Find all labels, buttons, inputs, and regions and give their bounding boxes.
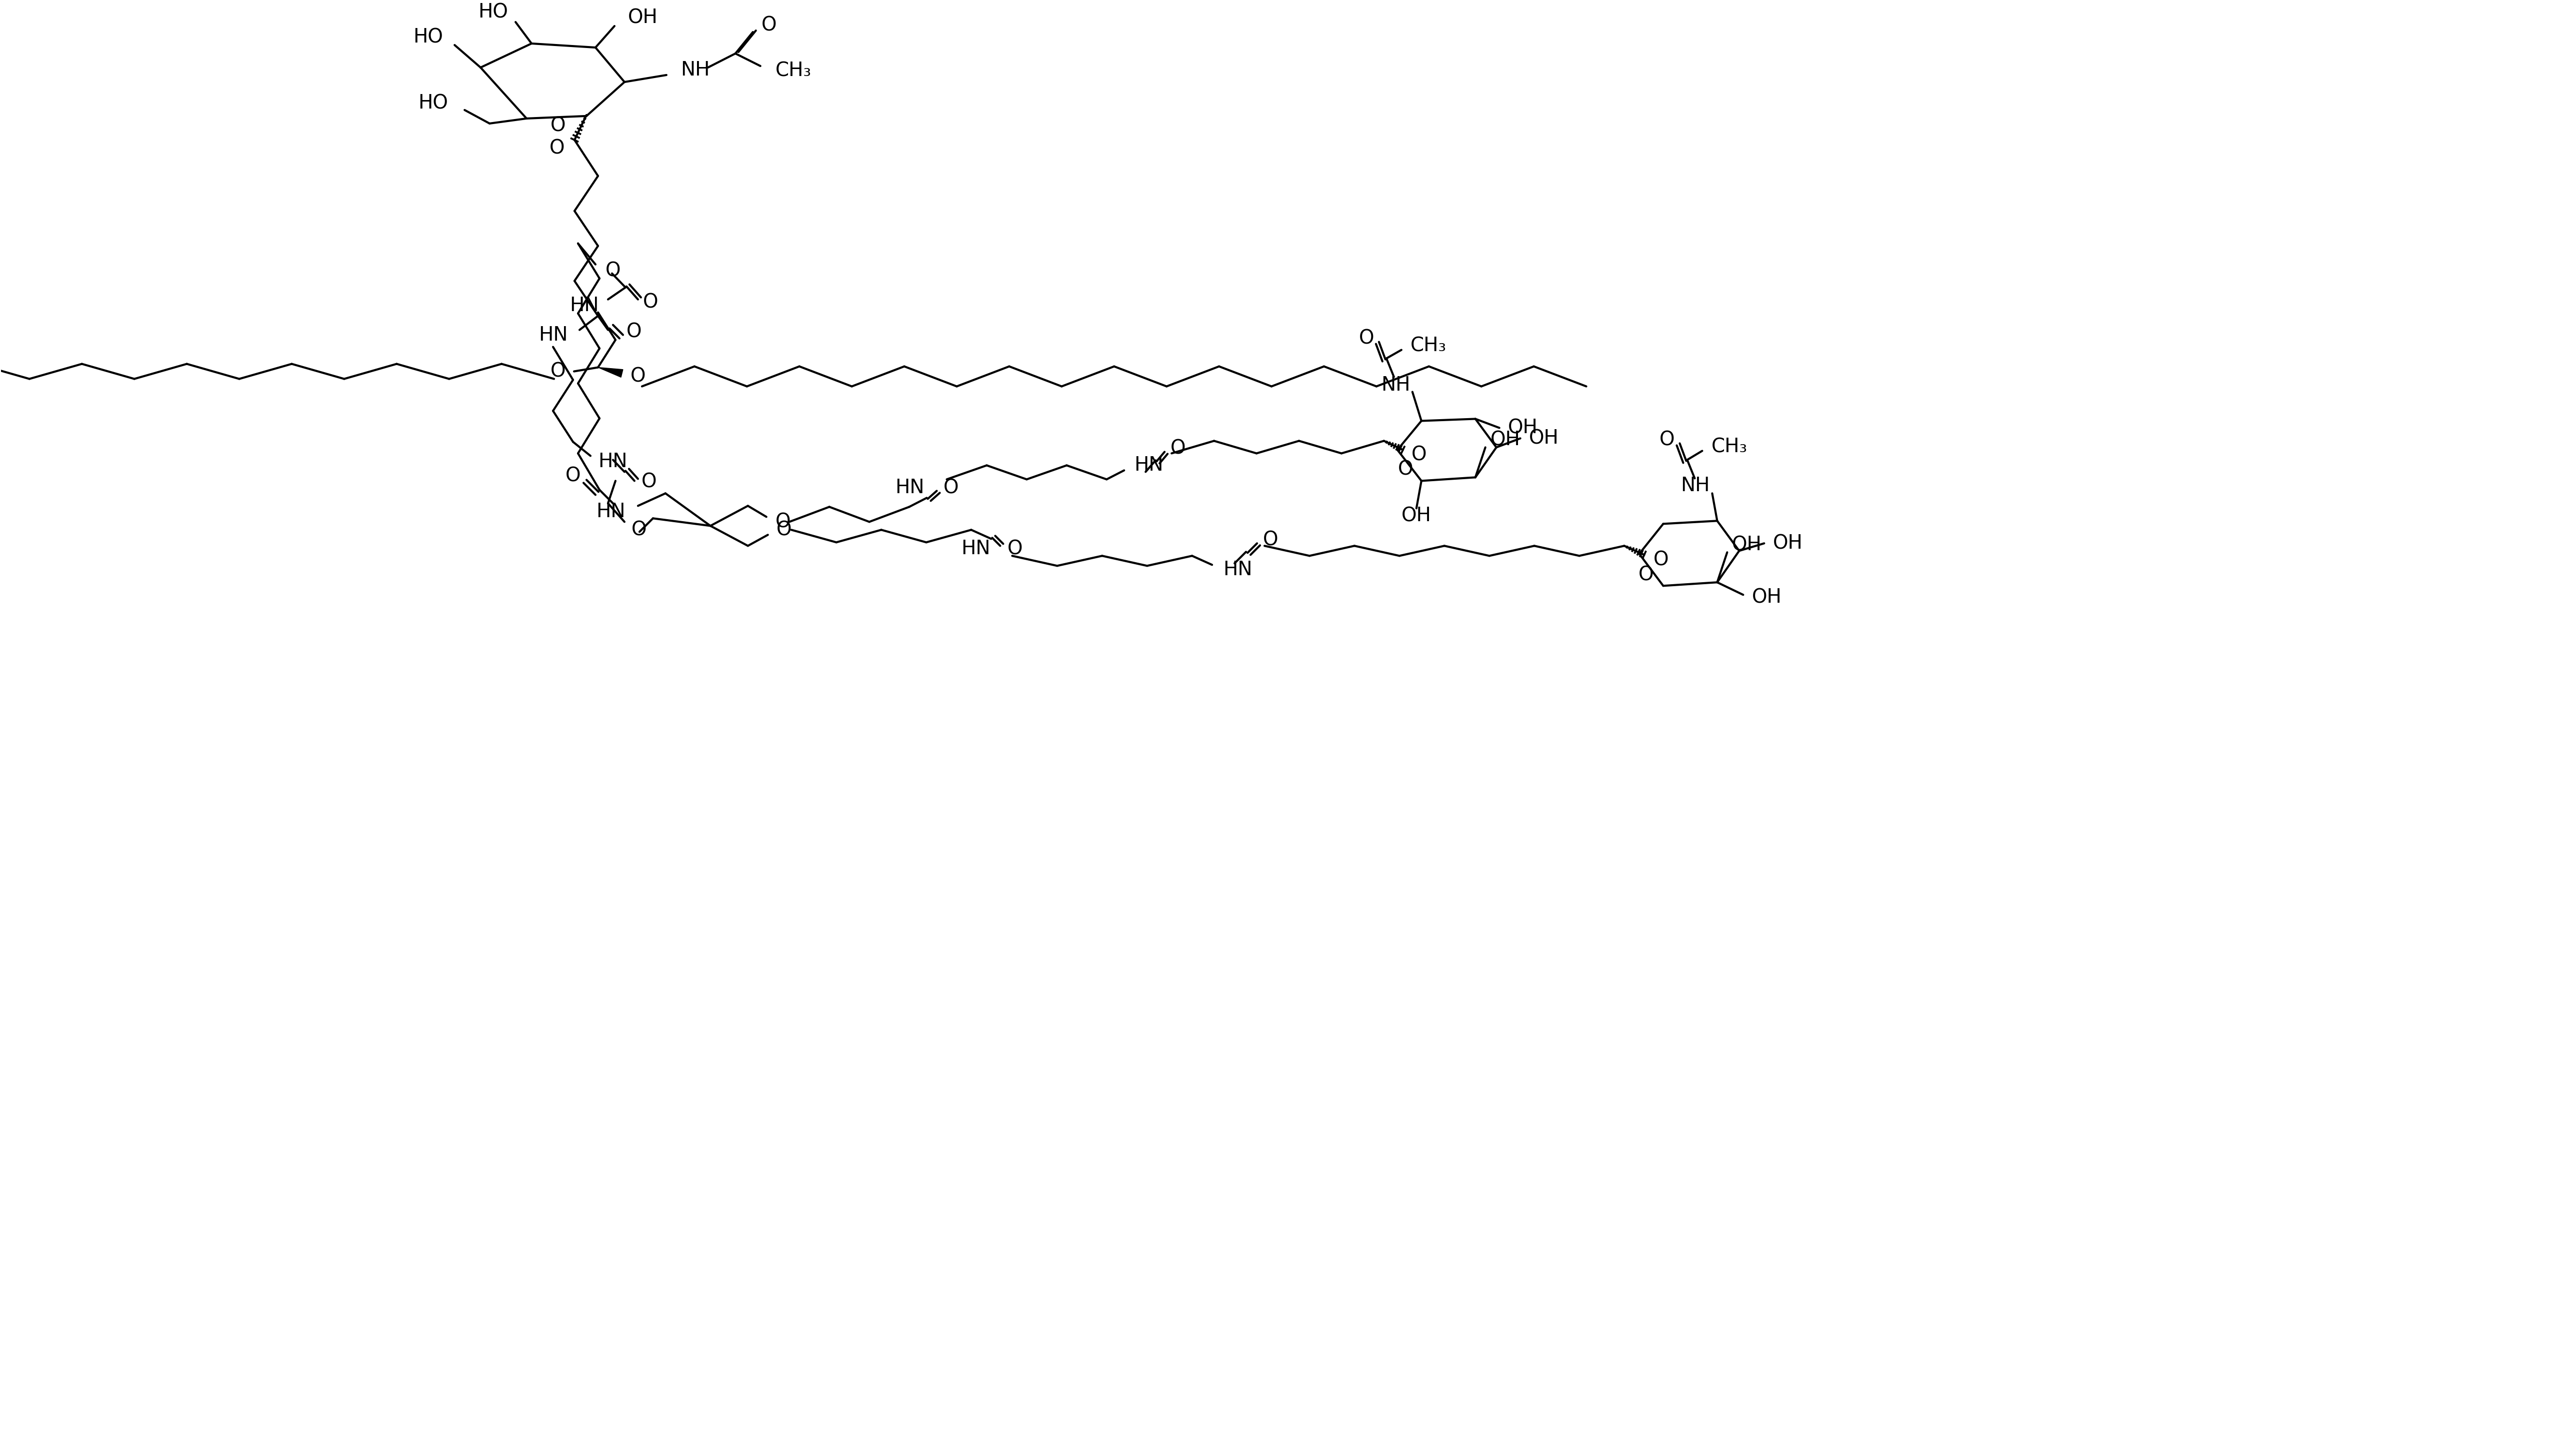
Text: O: O bbox=[631, 521, 647, 539]
Text: O: O bbox=[605, 261, 621, 281]
Text: O: O bbox=[1170, 439, 1185, 457]
Text: O: O bbox=[762, 16, 775, 34]
Text: CH₃: CH₃ bbox=[775, 62, 811, 80]
Text: O: O bbox=[1654, 551, 1669, 569]
Text: HO: HO bbox=[412, 27, 443, 46]
Text: O: O bbox=[644, 293, 659, 313]
Text: NH: NH bbox=[680, 60, 708, 79]
Text: O: O bbox=[775, 512, 791, 532]
Text: OH: OH bbox=[1772, 533, 1803, 554]
Text: HN: HN bbox=[598, 452, 626, 472]
Text: OH: OH bbox=[1401, 506, 1432, 525]
Text: HN: HN bbox=[538, 326, 569, 344]
Text: HN: HN bbox=[961, 539, 989, 558]
Text: HN: HN bbox=[1224, 561, 1252, 579]
Text: CH₃: CH₃ bbox=[1412, 337, 1448, 356]
Text: OH: OH bbox=[1752, 588, 1783, 607]
Text: O: O bbox=[1412, 446, 1427, 465]
Text: OH: OH bbox=[1507, 419, 1538, 437]
Text: O: O bbox=[631, 367, 647, 386]
Text: O: O bbox=[1007, 539, 1023, 558]
Text: HN: HN bbox=[1133, 456, 1164, 475]
Text: O: O bbox=[641, 472, 657, 492]
Text: OH: OH bbox=[1731, 535, 1762, 555]
Text: O: O bbox=[775, 521, 791, 539]
Text: O: O bbox=[551, 361, 567, 381]
Text: HO: HO bbox=[417, 95, 448, 113]
Text: O: O bbox=[1399, 460, 1414, 479]
Text: HO: HO bbox=[479, 3, 507, 22]
Text: NH: NH bbox=[1381, 376, 1412, 394]
Text: OH: OH bbox=[1528, 429, 1558, 447]
Text: CH₃: CH₃ bbox=[1710, 437, 1747, 456]
Text: O: O bbox=[1262, 531, 1278, 549]
Text: O: O bbox=[1358, 328, 1373, 348]
Text: O: O bbox=[564, 466, 580, 485]
Text: O: O bbox=[1659, 430, 1674, 449]
Text: OH: OH bbox=[1492, 430, 1520, 449]
Text: O: O bbox=[626, 323, 641, 341]
Text: OH: OH bbox=[629, 9, 657, 27]
Text: NH: NH bbox=[1680, 476, 1710, 495]
Text: O: O bbox=[943, 479, 958, 498]
Polygon shape bbox=[598, 367, 623, 377]
Text: HN: HN bbox=[569, 295, 600, 315]
Text: O: O bbox=[549, 139, 564, 158]
Text: HN: HN bbox=[595, 502, 626, 522]
Text: O: O bbox=[1638, 565, 1654, 584]
Text: O: O bbox=[551, 116, 567, 135]
Text: HN: HN bbox=[894, 479, 925, 498]
